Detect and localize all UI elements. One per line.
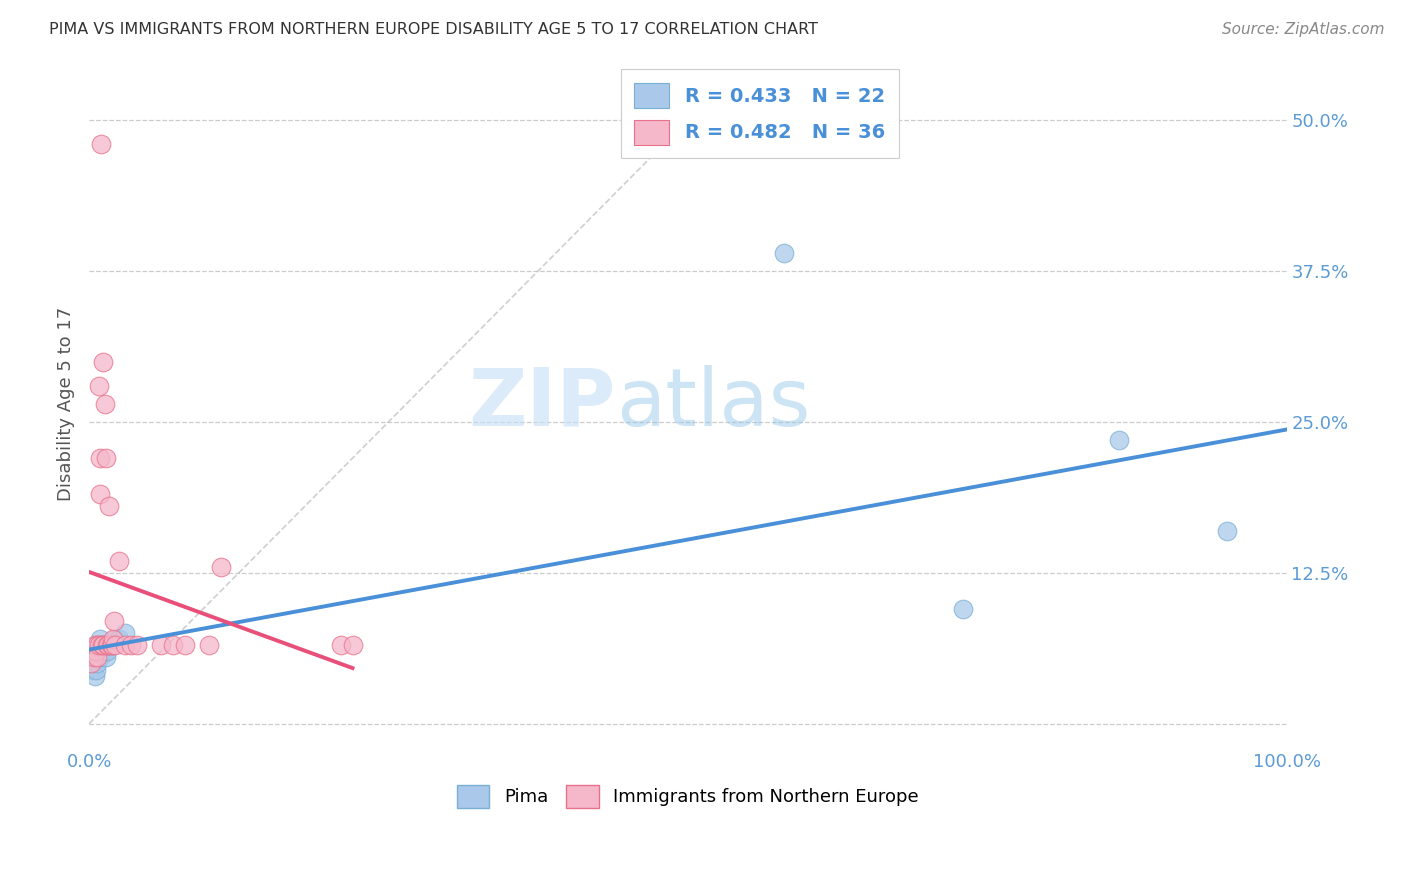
- Text: PIMA VS IMMIGRANTS FROM NORTHERN EUROPE DISABILITY AGE 5 TO 17 CORRELATION CHART: PIMA VS IMMIGRANTS FROM NORTHERN EUROPE …: [49, 22, 818, 37]
- Point: [96, 639, 118, 653]
- Point: [209, 560, 232, 574]
- Point: [89, 487, 111, 501]
- Point: [93, 639, 115, 653]
- Point: [1215, 524, 1237, 538]
- Point: [173, 639, 195, 653]
- Point: [98, 500, 121, 514]
- Point: [86, 639, 108, 653]
- Point: [772, 245, 794, 260]
- Point: [82, 644, 104, 658]
- Point: [93, 639, 115, 653]
- Point: [94, 451, 117, 466]
- Point: [342, 639, 364, 653]
- Point: [96, 644, 118, 658]
- Point: [198, 639, 221, 653]
- Point: [83, 650, 105, 665]
- Text: ZIP: ZIP: [468, 365, 616, 442]
- Point: [108, 632, 131, 647]
- Point: [97, 639, 120, 653]
- Point: [149, 639, 172, 653]
- Point: [94, 650, 117, 665]
- Point: [114, 626, 136, 640]
- Point: [86, 657, 108, 671]
- Text: Source: ZipAtlas.com: Source: ZipAtlas.com: [1222, 22, 1385, 37]
- Point: [84, 663, 107, 677]
- Point: [89, 632, 111, 647]
- Point: [87, 639, 110, 653]
- Point: [952, 602, 974, 616]
- Point: [104, 639, 127, 653]
- Point: [329, 639, 352, 653]
- Point: [93, 397, 115, 411]
- Point: [89, 650, 111, 665]
- Point: [90, 137, 112, 152]
- Point: [91, 639, 114, 653]
- Point: [84, 644, 107, 658]
- Point: [97, 639, 120, 653]
- Point: [100, 639, 122, 653]
- Legend: Pima, Immigrants from Northern Europe: Pima, Immigrants from Northern Europe: [450, 778, 927, 814]
- Point: [100, 639, 122, 653]
- Point: [89, 451, 111, 466]
- Point: [120, 639, 142, 653]
- Point: [84, 668, 107, 682]
- Point: [108, 554, 131, 568]
- Point: [86, 650, 108, 665]
- Point: [125, 639, 148, 653]
- Point: [82, 663, 104, 677]
- Point: [1108, 433, 1130, 447]
- Point: [104, 632, 127, 647]
- Point: [114, 639, 136, 653]
- Point: [84, 639, 107, 653]
- Point: [101, 632, 124, 647]
- Point: [87, 378, 110, 392]
- Point: [162, 639, 184, 653]
- Point: [90, 639, 112, 653]
- Point: [87, 639, 110, 653]
- Point: [93, 354, 115, 368]
- Y-axis label: Disability Age 5 to 17: Disability Age 5 to 17: [58, 307, 75, 501]
- Point: [96, 639, 118, 653]
- Point: [103, 614, 125, 628]
- Point: [101, 639, 124, 653]
- Text: atlas: atlas: [616, 365, 810, 442]
- Point: [80, 657, 103, 671]
- Point: [93, 644, 115, 658]
